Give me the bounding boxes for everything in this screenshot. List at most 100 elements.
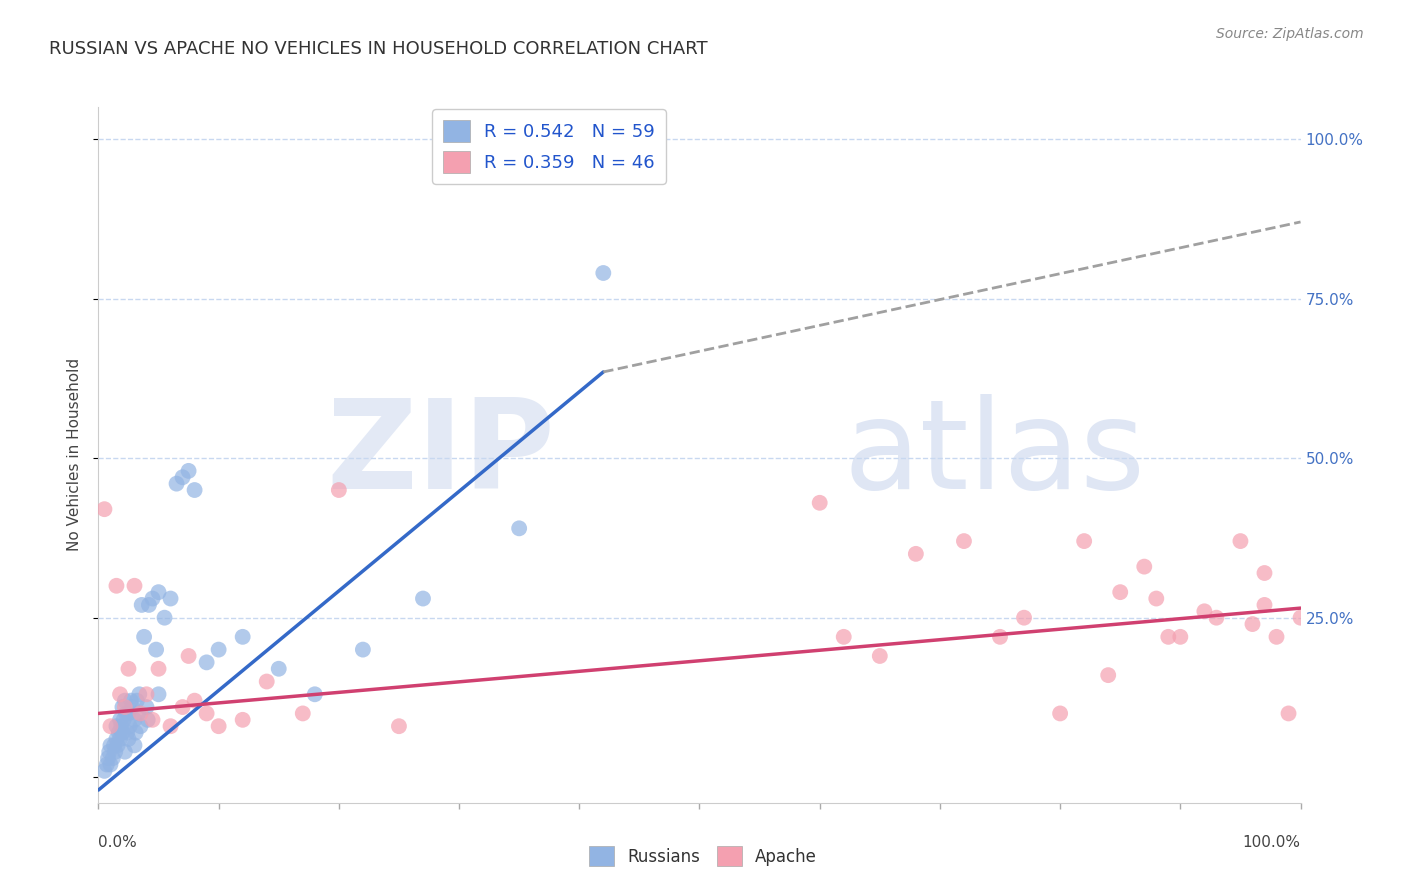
Point (1289, 610, 1312, 624)
Point (208, 719, 231, 733)
Point (1277, 706, 1299, 721)
Point (195, 656, 218, 670)
Point (129, 719, 152, 733)
Point (93, 502, 115, 516)
Y-axis label: No Vehicles in Household: No Vehicles in Household (67, 359, 83, 551)
Point (1229, 534, 1251, 549)
Point (148, 585, 170, 599)
Point (869, 648, 891, 663)
Point (1012, 610, 1035, 624)
Point (108, 731, 131, 746)
Point (117, 662, 139, 676)
Point (1265, 630, 1288, 644)
Point (117, 725, 139, 739)
Point (1144, 591, 1167, 606)
Point (183, 483, 205, 497)
Point (114, 694, 136, 708)
Point (120, 694, 142, 708)
Point (148, 687, 170, 701)
Point (96, 757, 118, 772)
Point (125, 725, 148, 739)
Text: 100.0%: 100.0% (1243, 836, 1301, 850)
Point (1205, 610, 1227, 624)
Point (1253, 566, 1275, 580)
Point (1109, 585, 1132, 599)
Point (508, 521, 530, 535)
Point (592, 266, 614, 280)
Point (115, 706, 138, 721)
Point (208, 642, 231, 657)
Point (1133, 559, 1156, 574)
Point (988, 630, 1011, 644)
Point (232, 630, 254, 644)
Point (100, 719, 122, 733)
Point (172, 700, 194, 714)
Point (112, 713, 135, 727)
Point (141, 713, 163, 727)
Point (124, 579, 146, 593)
Point (105, 731, 128, 746)
Text: atlas: atlas (844, 394, 1146, 516)
Point (124, 739, 146, 753)
Point (267, 662, 290, 676)
Point (1194, 604, 1216, 618)
Point (953, 534, 976, 549)
Point (135, 687, 157, 701)
Point (114, 745, 136, 759)
Point (117, 706, 139, 721)
Point (1073, 534, 1095, 549)
Legend: Russians, Apache: Russians, Apache (582, 839, 824, 873)
Point (100, 757, 122, 772)
Point (111, 725, 134, 739)
Point (131, 598, 153, 612)
Text: Source: ZipAtlas.com: Source: ZipAtlas.com (1216, 27, 1364, 41)
Point (328, 483, 350, 497)
Point (108, 725, 131, 739)
Point (110, 719, 132, 733)
Point (132, 630, 155, 644)
Point (291, 706, 314, 721)
Point (1170, 630, 1192, 644)
Point (1157, 630, 1180, 644)
Point (136, 713, 159, 727)
Point (304, 687, 326, 701)
Point (100, 739, 122, 753)
Point (93, 764, 115, 778)
Point (138, 598, 160, 612)
Point (114, 700, 136, 714)
Point (808, 496, 831, 510)
Point (125, 694, 148, 708)
Point (117, 731, 139, 746)
Point (1049, 706, 1071, 721)
Point (159, 591, 181, 606)
Point (166, 476, 188, 491)
Point (101, 751, 124, 765)
Point (141, 591, 163, 606)
Point (145, 642, 167, 657)
Point (97, 751, 120, 765)
Point (904, 547, 927, 561)
Point (172, 470, 194, 484)
Point (104, 745, 127, 759)
Point (135, 700, 157, 714)
Point (108, 713, 131, 727)
Point (98, 745, 121, 759)
Point (1253, 598, 1275, 612)
Point (129, 706, 152, 721)
Point (232, 713, 254, 727)
Point (153, 610, 176, 624)
Point (148, 662, 170, 676)
Point (177, 648, 200, 663)
Point (103, 739, 125, 753)
Point (108, 687, 131, 701)
Point (1097, 668, 1119, 682)
Point (412, 591, 434, 606)
Point (105, 579, 128, 593)
Point (159, 719, 181, 733)
Point (127, 706, 149, 721)
Point (256, 674, 278, 689)
Point (111, 700, 134, 714)
Text: ZIP: ZIP (326, 394, 555, 516)
Point (352, 642, 374, 657)
Point (183, 694, 205, 708)
